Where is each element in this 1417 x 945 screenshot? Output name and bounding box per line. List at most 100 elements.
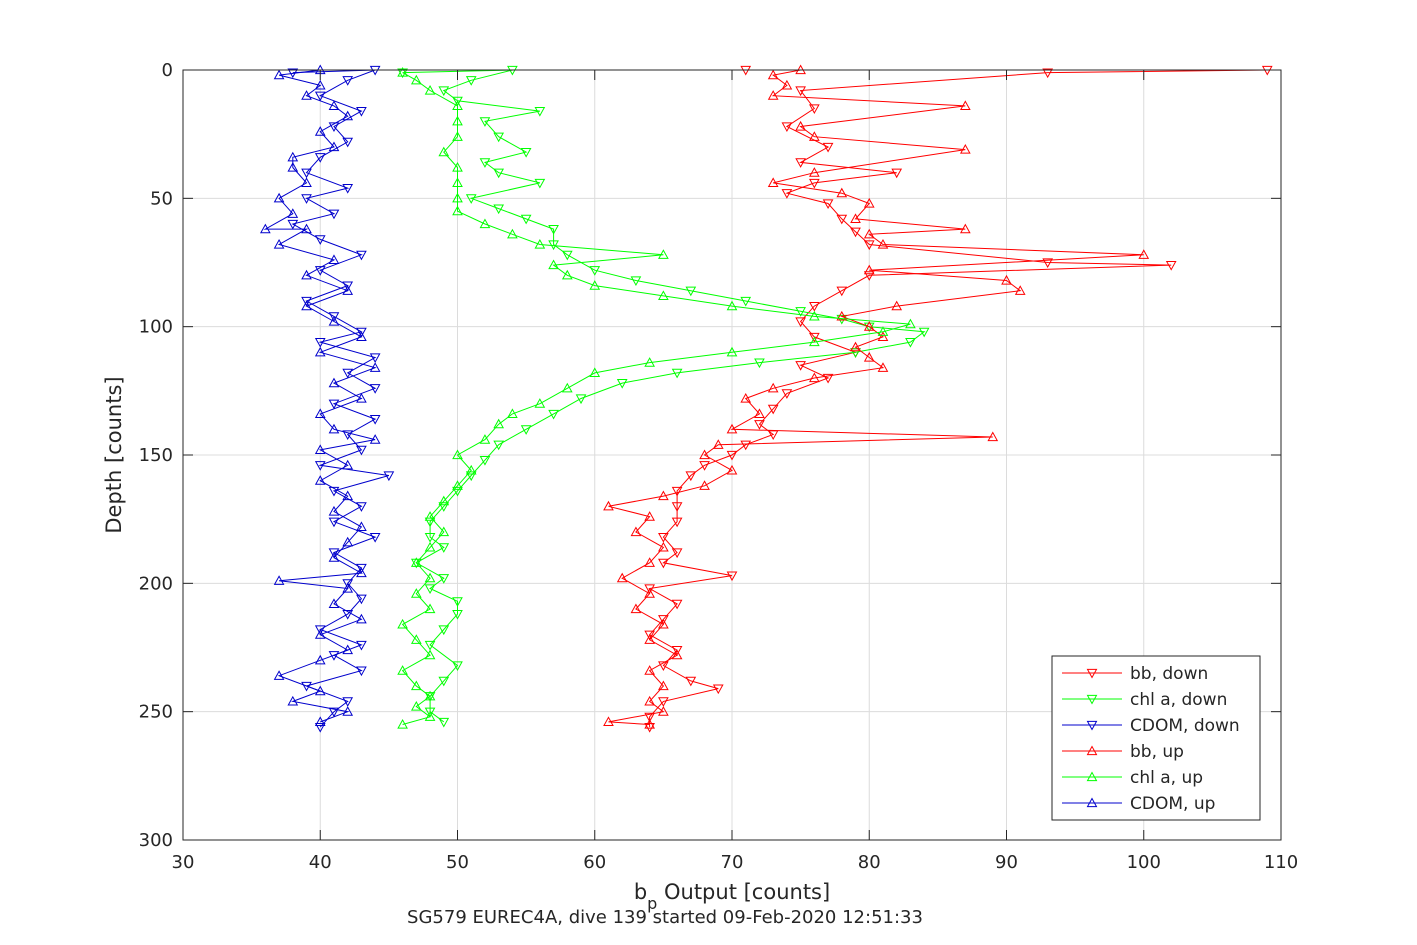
data-point: [314, 722, 326, 733]
legend-marker: [1086, 694, 1098, 705]
data-point: [767, 382, 779, 393]
data-point: [424, 511, 436, 521]
data-point: [424, 85, 436, 95]
data-point: [1165, 260, 1177, 271]
data-point: [644, 630, 655, 641]
data-point: [1001, 274, 1012, 285]
data-point: [452, 661, 463, 671]
data-point: [301, 168, 312, 179]
data-point: [877, 239, 889, 249]
data-point: [328, 100, 340, 111]
data-point: [575, 394, 587, 405]
data-point: [328, 486, 340, 497]
legend-marker: [1086, 797, 1098, 808]
data-point: [767, 69, 779, 80]
data-point: [767, 404, 779, 415]
data-point: [493, 168, 505, 179]
data-point: [438, 625, 450, 636]
data-point: [397, 718, 408, 729]
data-point: [658, 490, 669, 501]
data-point: [493, 418, 505, 429]
data-point: [671, 502, 683, 512]
data-point: [726, 450, 738, 461]
data-point: [479, 218, 491, 229]
data-point: [699, 461, 710, 471]
data-point: [795, 307, 806, 317]
data-point: [644, 695, 655, 706]
legend-marker: [1086, 745, 1098, 756]
data-point: [424, 584, 436, 594]
data-point: [795, 120, 806, 131]
data-point: [726, 346, 738, 357]
series-bb-up: [603, 64, 1150, 729]
data-point: [314, 461, 326, 471]
series-bb-down: [644, 65, 1273, 733]
data-point: [671, 368, 683, 379]
data-point: [685, 676, 697, 687]
data-point: [342, 183, 354, 194]
data-point: [507, 228, 518, 239]
data-point: [712, 439, 724, 449]
data-point: [356, 613, 367, 624]
data-point: [452, 192, 463, 203]
data-point: [287, 695, 299, 706]
data-point: [314, 91, 326, 102]
data-point: [452, 96, 463, 107]
data-point: [740, 440, 752, 451]
data-point: [369, 353, 381, 363]
data-point: [301, 269, 312, 280]
data-point: [452, 100, 463, 111]
data-point: [273, 69, 285, 80]
data-point: [712, 684, 724, 695]
data-point: [410, 74, 422, 85]
data-point: [658, 661, 669, 671]
data-point: [369, 434, 381, 444]
data-point: [328, 316, 340, 326]
x-axis-label-rest: Output [counts]: [657, 880, 830, 904]
data-point: [658, 541, 669, 552]
data-point: [314, 337, 326, 348]
data-point: [273, 670, 285, 680]
data-point: [369, 414, 381, 425]
data-point: [809, 302, 820, 312]
data-point: [342, 536, 354, 547]
data-point: [809, 336, 820, 347]
data-point: [314, 444, 326, 454]
data-point: [836, 187, 848, 198]
data-point: [918, 327, 930, 338]
legend-marker: [1086, 720, 1098, 731]
data-point: [809, 372, 820, 383]
data-point: [548, 409, 559, 420]
caption: SG579 EUREC4A, dive 139 started 09-Feb-2…: [407, 907, 923, 928]
x-tick-label: 100: [1127, 852, 1161, 873]
data-point: [671, 649, 683, 660]
data-point: [465, 471, 477, 482]
data-point: [397, 665, 408, 675]
data-point: [314, 346, 326, 357]
data-point: [479, 456, 491, 466]
data-point: [493, 440, 505, 451]
data-point: [424, 690, 436, 701]
data-point: [452, 205, 463, 216]
data-point: [452, 597, 463, 607]
data-point: [630, 276, 642, 286]
legend: bb, down chl a, down CDOM, down bb, up chl a…: [1051, 655, 1261, 821]
data-point: [356, 393, 367, 403]
data-point: [822, 199, 834, 209]
series-line: [402, 69, 926, 723]
data-point: [328, 312, 340, 322]
data-point: [438, 146, 450, 157]
data-point: [356, 521, 367, 531]
data-point: [863, 240, 875, 251]
data-point: [658, 290, 669, 300]
data-point: [465, 464, 477, 475]
legend-label: chl a, up: [1130, 768, 1203, 788]
data-point: [658, 615, 669, 625]
data-point: [342, 137, 354, 148]
data-point: [438, 86, 450, 97]
legend-marker: [1086, 771, 1098, 782]
data-point: [424, 533, 436, 543]
data-point: [452, 480, 463, 490]
data-point: [465, 194, 477, 204]
data-point: [314, 408, 326, 419]
